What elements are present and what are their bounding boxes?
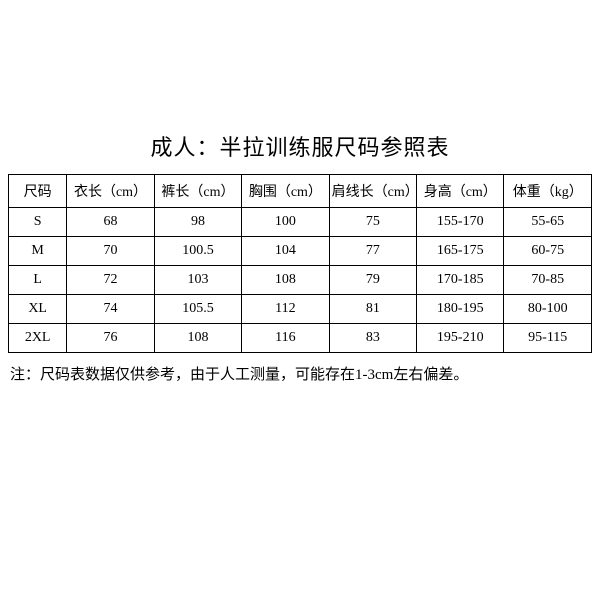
header-pants: 裤长（cm） xyxy=(154,175,241,208)
cell-value: 103 xyxy=(154,266,241,295)
cell-value: 112 xyxy=(242,295,329,324)
cell-size: L xyxy=(9,266,67,295)
cell-value: 72 xyxy=(67,266,154,295)
cell-value: 170-185 xyxy=(417,266,504,295)
table-row: S 68 98 100 75 155-170 55-65 xyxy=(9,208,592,237)
cell-value: 104 xyxy=(242,237,329,266)
header-weight: 体重（kg） xyxy=(504,175,592,208)
header-chest: 胸围（cm） xyxy=(242,175,329,208)
cell-value: 116 xyxy=(242,324,329,353)
cell-value: 55-65 xyxy=(504,208,592,237)
cell-value: 81 xyxy=(329,295,416,324)
header-shoulder: 肩线长（cm） xyxy=(329,175,416,208)
cell-value: 108 xyxy=(154,324,241,353)
cell-value: 80-100 xyxy=(504,295,592,324)
cell-size: XL xyxy=(9,295,67,324)
table-body: S 68 98 100 75 155-170 55-65 M 70 100.5 … xyxy=(9,208,592,353)
cell-value: 98 xyxy=(154,208,241,237)
cell-value: 95-115 xyxy=(504,324,592,353)
cell-value: 60-75 xyxy=(504,237,592,266)
cell-value: 75 xyxy=(329,208,416,237)
cell-value: 76 xyxy=(67,324,154,353)
table-row: XL 74 105.5 112 81 180-195 80-100 xyxy=(9,295,592,324)
cell-value: 108 xyxy=(242,266,329,295)
cell-value: 79 xyxy=(329,266,416,295)
cell-value: 100 xyxy=(242,208,329,237)
header-length: 衣长（cm） xyxy=(67,175,154,208)
header-height: 身高（cm） xyxy=(417,175,504,208)
cell-value: 180-195 xyxy=(417,295,504,324)
cell-value: 77 xyxy=(329,237,416,266)
cell-value: 70 xyxy=(67,237,154,266)
cell-value: 68 xyxy=(67,208,154,237)
size-table: 尺码 衣长（cm） 裤长（cm） 胸围（cm） 肩线长（cm） 身高（cm） 体… xyxy=(8,174,592,353)
cell-value: 155-170 xyxy=(417,208,504,237)
cell-value: 83 xyxy=(329,324,416,353)
cell-value: 70-85 xyxy=(504,266,592,295)
chart-title: 成人：半拉训练服尺码参照表 xyxy=(8,130,592,162)
cell-value: 74 xyxy=(67,295,154,324)
cell-value: 100.5 xyxy=(154,237,241,266)
cell-value: 195-210 xyxy=(417,324,504,353)
table-header-row: 尺码 衣长（cm） 裤长（cm） 胸围（cm） 肩线长（cm） 身高（cm） 体… xyxy=(9,175,592,208)
cell-size: M xyxy=(9,237,67,266)
header-size: 尺码 xyxy=(9,175,67,208)
size-chart-container: 成人：半拉训练服尺码参照表 尺码 衣长（cm） 裤长（cm） 胸围（cm） 肩线… xyxy=(8,130,592,384)
table-row: 2XL 76 108 116 83 195-210 95-115 xyxy=(9,324,592,353)
cell-size: 2XL xyxy=(9,324,67,353)
table-row: M 70 100.5 104 77 165-175 60-75 xyxy=(9,237,592,266)
cell-value: 165-175 xyxy=(417,237,504,266)
cell-value: 105.5 xyxy=(154,295,241,324)
table-row: L 72 103 108 79 170-185 70-85 xyxy=(9,266,592,295)
cell-size: S xyxy=(9,208,67,237)
footnote: 注：尺码表数据仅供参考，由于人工测量，可能存在1-3cm左右偏差。 xyxy=(8,363,592,384)
